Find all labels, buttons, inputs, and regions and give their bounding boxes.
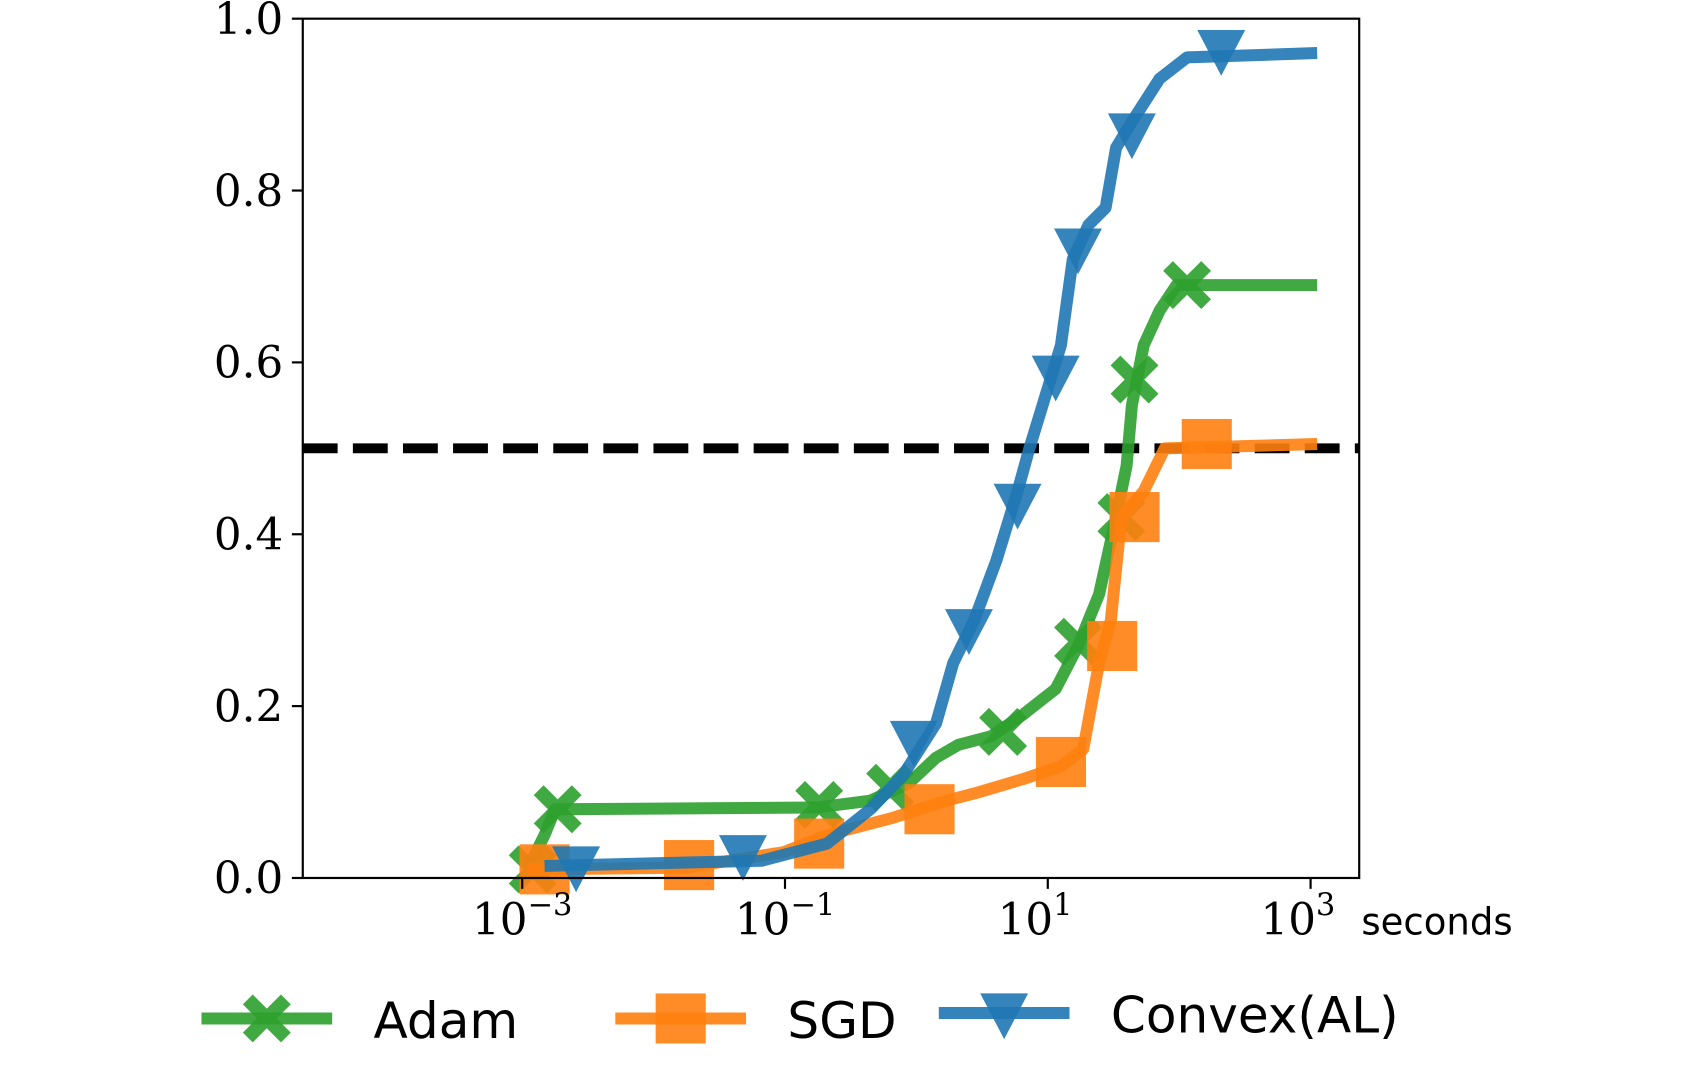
square-marker — [1087, 620, 1138, 672]
x-tick-base: 10 — [1260, 896, 1315, 946]
x-marker — [795, 780, 844, 829]
x-marker — [242, 994, 291, 1043]
x-tick-base: 10 — [472, 896, 527, 946]
y-tick-label: 0.4 — [214, 511, 283, 561]
square-marker — [655, 993, 706, 1044]
y-tick-label: 0.0 — [214, 854, 283, 904]
x-marker — [1163, 261, 1212, 310]
triangle-down-marker — [993, 483, 1042, 530]
triangle-down-marker — [552, 846, 601, 893]
series-convexal — [544, 30, 1318, 893]
x-tick-exponent: 3 — [1316, 888, 1335, 923]
square-marker — [904, 784, 955, 835]
triangle-down-marker — [1107, 113, 1156, 160]
square-marker — [1035, 736, 1086, 788]
series-line — [522, 279, 1318, 873]
x-tick-base: 10 — [735, 896, 790, 946]
plot-frame — [301, 17, 1361, 880]
x-tick-label: 101 — [998, 888, 1073, 946]
x-marker — [979, 707, 1028, 756]
x-tick-exponent: −1 — [790, 888, 835, 923]
x-marker — [533, 785, 582, 834]
x-marker — [1110, 355, 1159, 404]
x-axis-label: seconds — [1361, 901, 1512, 944]
series-sgd — [519, 418, 1318, 895]
y-tick-label: 1.0 — [214, 0, 283, 45]
x-tick-base: 10 — [998, 896, 1053, 946]
triangle-down-marker — [1197, 30, 1246, 76]
y-tick-label: 0.8 — [214, 167, 283, 217]
triangle-down-marker — [1031, 355, 1080, 402]
x-tick-label: 10−1 — [735, 888, 835, 946]
triangle-down-marker — [889, 720, 938, 767]
x-tick-label: 103 — [1260, 888, 1335, 946]
square-marker — [1109, 492, 1160, 543]
triangle-down-marker — [1054, 228, 1102, 275]
legend-label: Convex(AL) — [1111, 987, 1399, 1045]
triangle-down-marker — [944, 609, 993, 655]
triangle-down-marker — [718, 835, 767, 881]
x-tick-label: 10−3 — [472, 888, 572, 946]
legend-label: Adam — [374, 992, 519, 1050]
legend-item: Adam — [201, 992, 518, 1050]
triangle-down-marker — [980, 993, 1029, 1040]
x-tick-exponent: −3 — [528, 888, 573, 923]
legend-label: SGD — [787, 992, 896, 1050]
y-tick-label: 0.2 — [214, 682, 283, 732]
legend-item: Convex(AL) — [938, 987, 1399, 1045]
y-tick-label: 0.6 — [214, 339, 283, 389]
square-marker — [1181, 418, 1232, 470]
legend-item: SGD — [615, 992, 897, 1050]
x-tick-exponent: 1 — [1053, 888, 1072, 923]
